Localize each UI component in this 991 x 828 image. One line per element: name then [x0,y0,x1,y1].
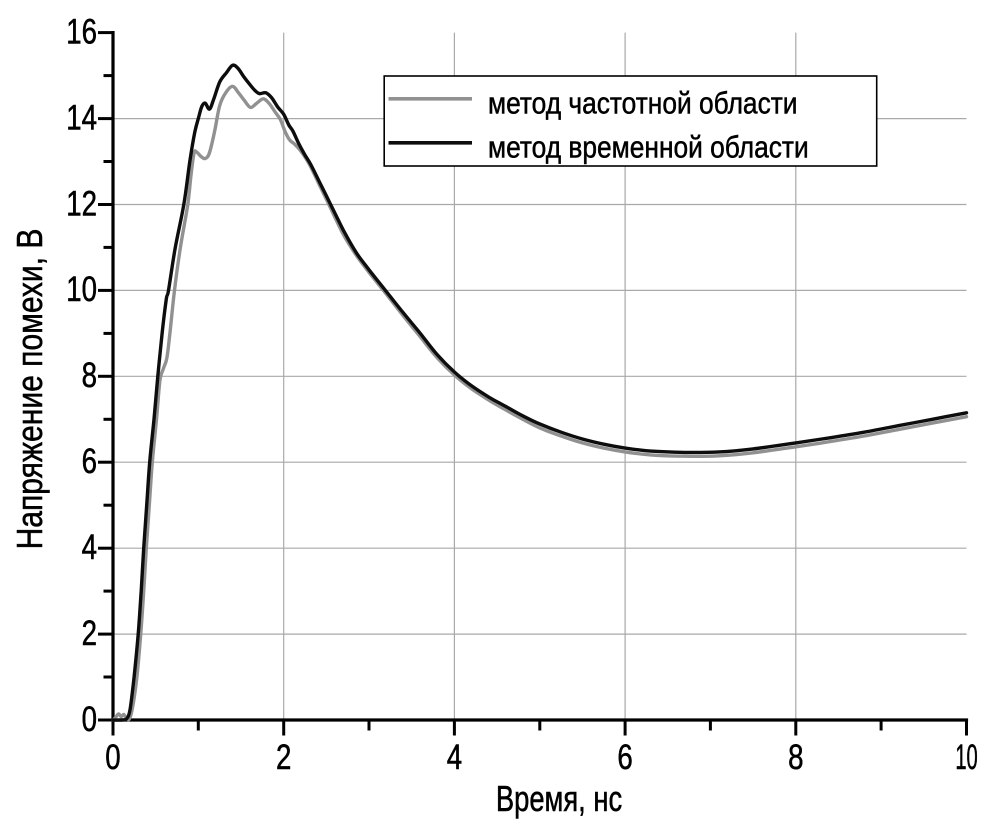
svg-text:Напряжение помехи, В: Напряжение помехи, В [11,229,51,550]
svg-text:Время, нс: Время, нс [496,778,622,819]
svg-text:8: 8 [788,737,803,777]
svg-text:8: 8 [82,355,97,395]
svg-text:2: 2 [82,613,97,653]
svg-text:0: 0 [82,698,97,738]
svg-text:2: 2 [276,737,291,777]
svg-text:10: 10 [955,737,977,777]
svg-text:0: 0 [105,737,120,777]
svg-text:метод временной области: метод временной области [488,131,809,165]
svg-text:10: 10 [66,269,97,309]
svg-text:4: 4 [447,737,462,777]
svg-text:6: 6 [82,441,97,481]
svg-text:метод частотной области: метод частотной области [488,87,798,121]
svg-text:14: 14 [66,97,97,137]
svg-text:16: 16 [66,11,97,51]
svg-text:6: 6 [617,737,632,777]
svg-text:4: 4 [82,527,97,567]
svg-text:12: 12 [66,183,97,223]
